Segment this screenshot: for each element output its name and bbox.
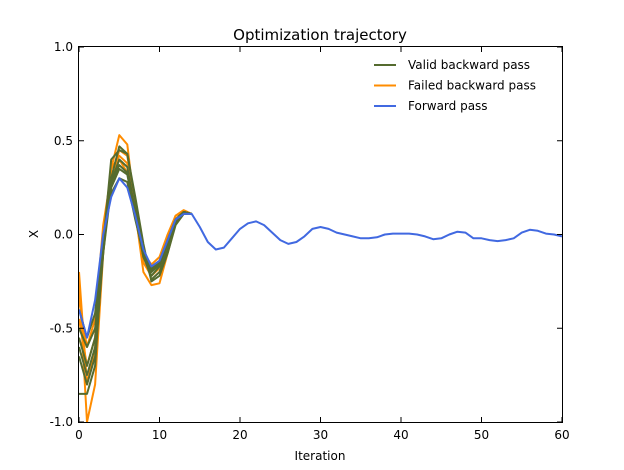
x-axis-label: Iteration bbox=[295, 449, 346, 463]
legend-label: Forward pass bbox=[408, 99, 488, 113]
ticks-layer: 0 10 20 30 40 50 60 -1.0 -0.5 0.0 0.5 1.0 bbox=[50, 40, 570, 442]
plot-frame bbox=[78, 46, 563, 423]
x-tick-label: 30 bbox=[313, 428, 328, 442]
series-layer bbox=[78, 134, 563, 423]
x-tick-label: 10 bbox=[152, 428, 167, 442]
legend: Valid backward pass Failed backward pass F… bbox=[374, 58, 536, 113]
y-tick-label: -0.5 bbox=[50, 321, 73, 335]
y-tick-label: 0.0 bbox=[54, 228, 73, 242]
x-tick-label: 50 bbox=[474, 428, 489, 442]
x-tick-label: 60 bbox=[554, 428, 569, 442]
y-tick-label: 0.5 bbox=[54, 134, 73, 148]
legend-label: Valid backward pass bbox=[408, 58, 530, 72]
y-tick-label: 1.0 bbox=[54, 40, 73, 54]
legend-label: Failed backward pass bbox=[408, 79, 536, 93]
x-tick-label: 40 bbox=[393, 428, 408, 442]
x-tick-label: 0 bbox=[75, 428, 83, 442]
y-tick-label: -1.0 bbox=[50, 415, 73, 429]
x-tick-label: 20 bbox=[232, 428, 247, 442]
y-axis-label: X bbox=[27, 230, 41, 238]
chart-title: Optimization trajectory bbox=[233, 26, 407, 44]
series-line-forward-10 bbox=[78, 177, 563, 339]
